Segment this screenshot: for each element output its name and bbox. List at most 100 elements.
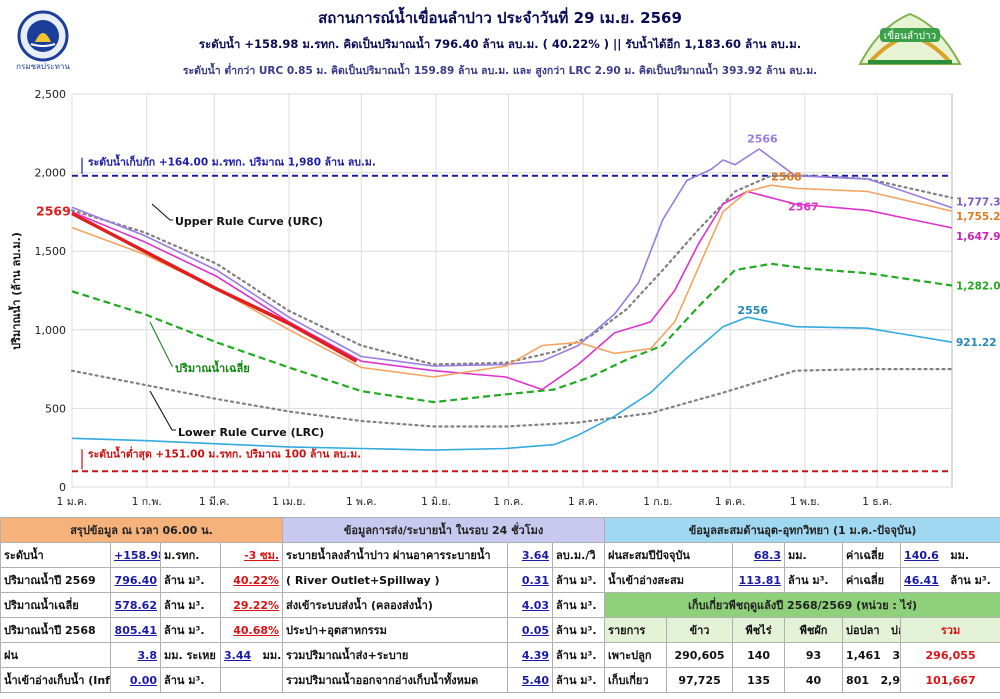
dam-logo: เขื่อนลำปาว — [850, 6, 970, 72]
harvest-value: 140 — [732, 642, 786, 668]
summary-label: ระดับน้ำ — [0, 542, 111, 568]
summary-label: น้ำเข้าอ่างเก็บน้ำ (Inflow) — [0, 667, 111, 693]
release-unit: ล้าน ม³. — [552, 617, 606, 643]
summary-evap: 3.44 มม. — [219, 642, 284, 668]
rid-logo: กรมชลประทาน — [8, 8, 78, 72]
release-label: ประปา+อุตสาหกรรม — [282, 617, 509, 643]
summary-change: -3 ซม. — [219, 542, 284, 568]
logo-right-text: เขื่อนลำปาว — [884, 28, 936, 42]
summary-label: ปริมาณน้ำปี 2569 — [0, 567, 111, 593]
release-unit: ล้าน ม³. — [552, 592, 606, 618]
annotation-leader — [151, 203, 173, 221]
series-label: 2568 — [771, 170, 802, 183]
hydro-title: ข้อมูลสะสมด้านอุต-อุทกวิทยา (1 ม.ค.-ปัจจ… — [604, 517, 1000, 543]
summary-unit: มม. ระเหย — [160, 642, 221, 668]
annotation-label: Lower Rule Curve (LRC) — [178, 426, 324, 439]
harvest-value-text: 801 — [846, 673, 870, 687]
summary-label: ปริมาณน้ำเฉลี่ย — [0, 592, 111, 618]
release-value: 3.64 — [507, 542, 554, 568]
summary-value: 0.00 — [110, 667, 161, 693]
x-tick-label: 1 เม.ย. — [272, 496, 305, 508]
series-line-2569 — [71, 211, 358, 363]
release-label: รวมปริมาณน้ำออกจากอ่างเก็บน้ำทั้งหมด — [282, 667, 509, 693]
harvest-value: 40 — [784, 667, 844, 693]
summary-percent: 40.22% — [219, 567, 284, 593]
release-value: 5.40 — [507, 667, 554, 693]
summary-unit: ล้าน ม³. — [160, 667, 221, 693]
summary-unit: ล้าน ม³. — [160, 567, 221, 593]
x-tick-label: 1 มี.ค. — [199, 495, 230, 508]
series-line-lower-rule-curve-lrc- — [70, 368, 954, 428]
harvest-value: 93 — [784, 642, 844, 668]
x-tick-label: 1 ก.ย. — [643, 496, 672, 508]
harvest-header: บ่อปลา บ่อกุ้ง — [842, 617, 902, 643]
y-tick-label: 2,500 — [35, 88, 67, 101]
series-line-2566 — [71, 148, 953, 367]
x-tick-label: 1 ส.ค. — [568, 496, 598, 508]
x-tick-label: 1 พ.ค. — [346, 496, 377, 508]
summary-unit: ล้าน ม³. — [160, 592, 221, 618]
summary-empty — [219, 667, 284, 693]
harvest-value: 801 2,966 — [842, 667, 902, 693]
annotation-label: ปริมาณน้ำเฉลี่ย — [175, 360, 250, 375]
summary-label-text: ปริมาณน้ำปี 2569 — [4, 574, 96, 587]
series-line-- — [71, 262, 953, 404]
harvest-header-text: บ่อปลา — [846, 624, 880, 637]
table-row: ระดับน้ำ +158.98 ม.รทก. -3 ซม. ระบายน้ำล… — [0, 542, 1000, 568]
hydro-value: 68.3 — [732, 542, 786, 568]
harvest-total: 296,055 — [900, 642, 1000, 668]
release-label: ระบายน้ำลงลำน้ำปาว ผ่านอาคารระบายน้ำ — [282, 542, 509, 568]
series-line-upper-rule-curve-urc- — [70, 174, 954, 366]
annotation-label: Upper Rule Curve (URC) — [175, 215, 323, 228]
hydro-avg-value: 140.6 มม. — [900, 542, 1000, 568]
harvest-value-text: 1,461 — [846, 648, 881, 662]
summary-unit: ล้าน ม³. — [160, 617, 221, 643]
harvest-value: 290,605 — [666, 642, 734, 668]
summary-label: ปริมาณน้ำปี 2568 — [0, 617, 111, 643]
hydro-value: 113.81 — [732, 567, 786, 593]
end-value-label: 1,282.06 — [956, 280, 1000, 292]
series-label: 2569 — [36, 203, 71, 218]
y-axis-label: ปริมาณน้ำ (ล้าน ลบ.ม.) — [8, 232, 23, 350]
summary-evap-value: 3.44 — [224, 649, 252, 662]
summary-value: 805.41 — [110, 617, 161, 643]
hydro-unit: มม. — [784, 542, 844, 568]
harvest-label: เก็บเกี่ยว — [604, 667, 668, 693]
release-unit: ล้าน ม³. — [552, 642, 606, 668]
series-label: 2566 — [747, 133, 778, 146]
harvest-header: พืชไร่ — [732, 617, 786, 643]
chart-svg: 0 500 1,000 1,500 2,000 2,500 1 ม.ค. 1 ก.พ. 1 มี… — [0, 86, 1000, 515]
summary-value: 796.40 — [110, 567, 161, 593]
reference-label: ระดับน้ำต่ำสุด +151.00 ม.รทก. ปริมาณ 100… — [88, 445, 361, 461]
harvest-value: 135 — [732, 667, 786, 693]
series-label: 2556 — [737, 304, 768, 317]
harvest-total: 101,667 — [900, 667, 1000, 693]
summary-percent: 29.22% — [219, 592, 284, 618]
summary-value: 578.62 — [110, 592, 161, 618]
release-label: รวมปริมาณน้ำส่ง+ระบาย — [282, 642, 509, 668]
summary-value: 3.8 — [110, 642, 161, 668]
hydro-label: ฝนสะสมปีปัจจุบัน — [604, 542, 734, 568]
table-row: ปริมาณน้ำปี 2569 796.40 ล้าน ม³. 40.22% … — [0, 567, 1000, 593]
y-tick-label: 1,000 — [35, 324, 67, 337]
table-row: ปริมาณน้ำเฉลี่ย 578.62 ล้าน ม³. 29.22% ส… — [0, 592, 1000, 618]
water-volume-chart: 0 500 1,000 1,500 2,000 2,500 1 ม.ค. 1 ก.พ. 1 มี… — [0, 86, 1000, 515]
logo-left-text: กรมชลประทาน — [16, 62, 70, 71]
harvest-header: ข้าว — [666, 617, 734, 643]
harvest-header: รายการ — [604, 617, 668, 643]
rule-curve-summary-line: ระดับน้ำ ต่ำกว่า URC 0.85 ม. คิดเป็นปริม… — [182, 65, 818, 77]
table-row: ปริมาณน้ำปี 2568 805.41 ล้าน ม³. 40.68% … — [0, 617, 1000, 643]
hydro-avg-number: 140.6 — [904, 549, 939, 562]
end-value-label: 921.22 — [956, 337, 997, 349]
release-value: 0.31 — [507, 567, 554, 593]
x-tick-label: 1 พ.ย. — [790, 496, 820, 508]
release-value: 4.03 — [507, 592, 554, 618]
hydro-avg-unit: มม. — [950, 549, 970, 562]
release-label: ( River Outlet+Spillway ) — [282, 567, 509, 593]
x-tick-label: 1 ก.พ. — [132, 496, 162, 508]
x-tick-label: 1 ม.ค. — [57, 496, 88, 508]
summary-label: ฝน — [0, 642, 111, 668]
harvest-header: พืชผัก — [784, 617, 844, 643]
series-line-2556 — [71, 316, 953, 451]
harvest-header-total: รวม — [900, 617, 1000, 643]
